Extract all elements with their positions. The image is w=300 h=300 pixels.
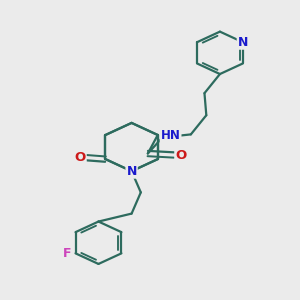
Text: N: N xyxy=(238,36,248,49)
Text: N: N xyxy=(126,165,137,178)
Text: F: F xyxy=(63,247,72,260)
Text: O: O xyxy=(74,151,86,164)
Text: O: O xyxy=(175,148,187,161)
Text: HN: HN xyxy=(161,129,181,142)
